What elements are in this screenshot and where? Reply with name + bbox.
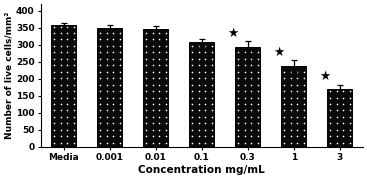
- Text: ★: ★: [273, 45, 285, 59]
- Bar: [97, 28, 123, 147]
- Bar: [143, 29, 168, 147]
- Text: ★: ★: [320, 70, 331, 83]
- Bar: [281, 66, 306, 147]
- X-axis label: Concentration mg/mL: Concentration mg/mL: [138, 165, 265, 175]
- Y-axis label: Number of live cells/mm²: Number of live cells/mm²: [4, 12, 13, 139]
- Bar: [51, 25, 76, 147]
- Bar: [235, 47, 261, 147]
- Text: ★: ★: [228, 26, 239, 40]
- Bar: [327, 89, 352, 147]
- Bar: [189, 42, 214, 147]
